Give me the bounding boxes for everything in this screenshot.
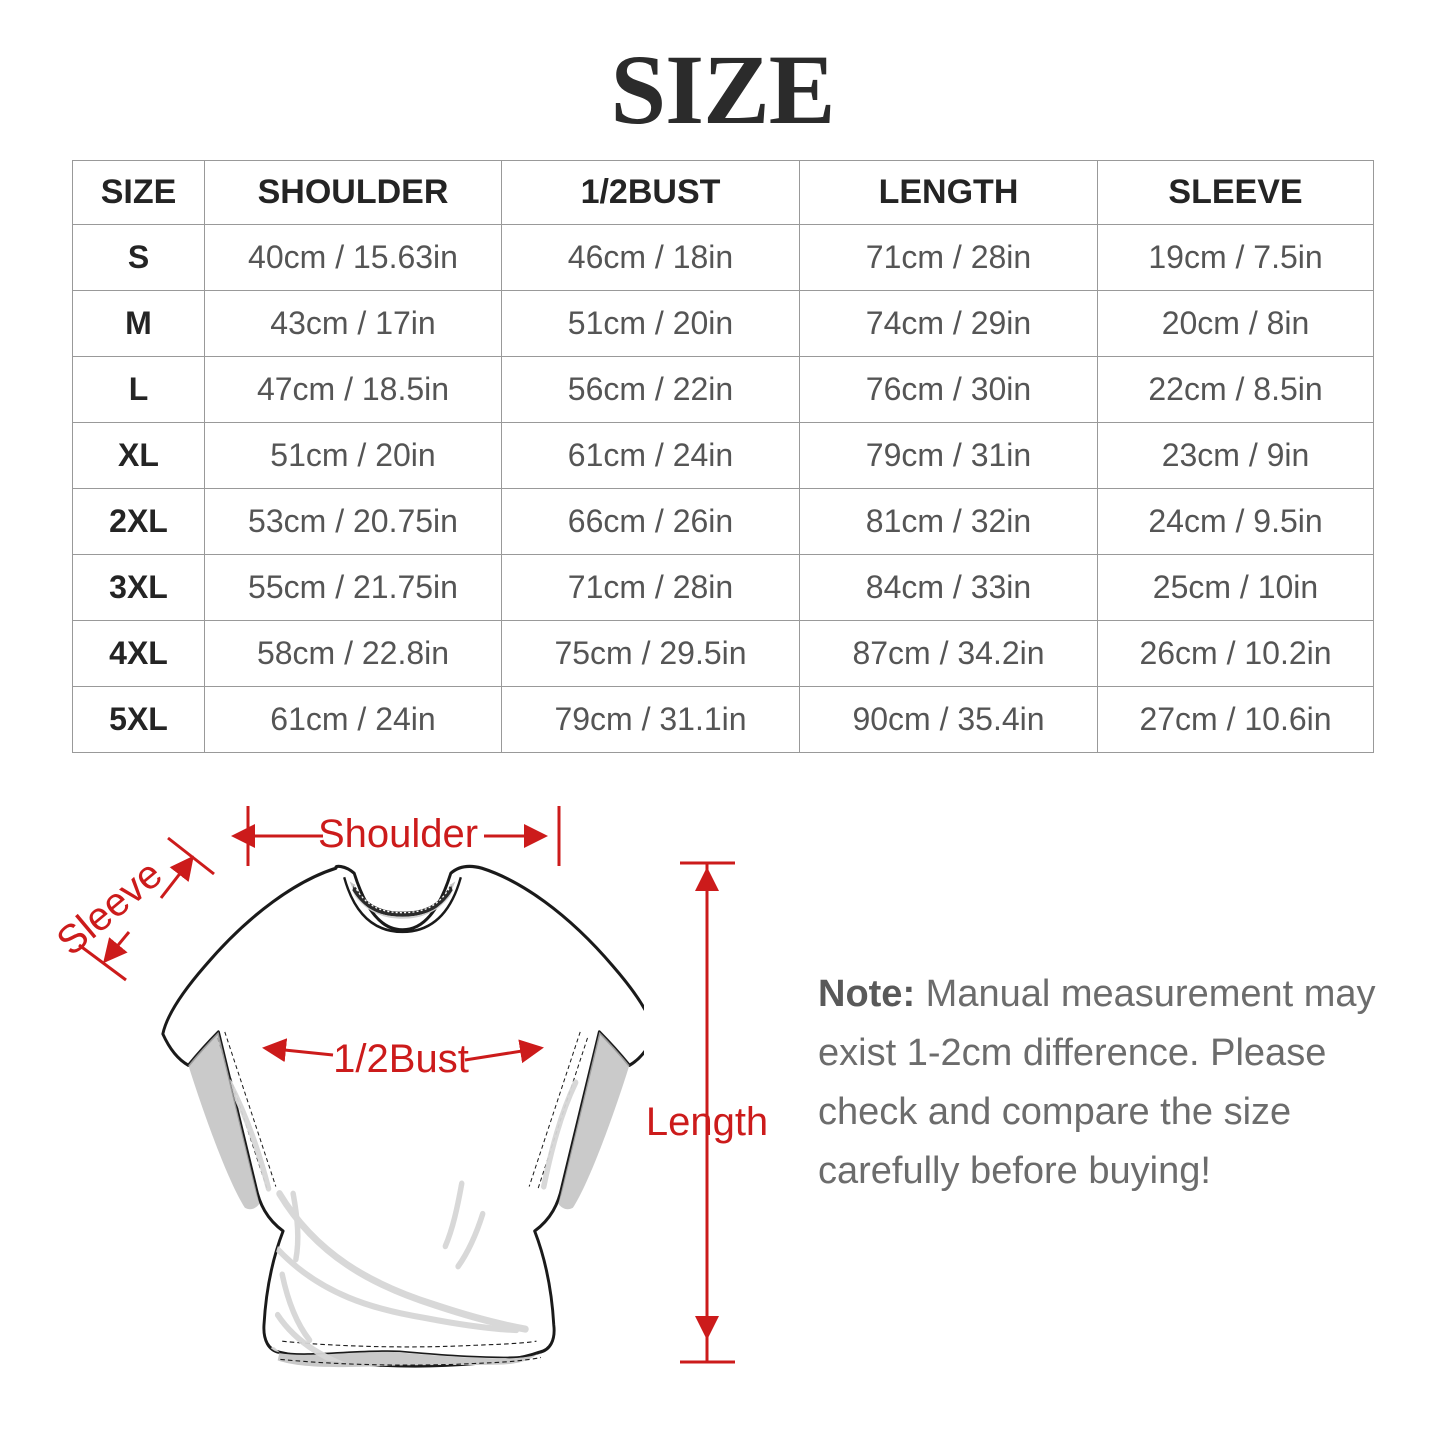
svg-text:Sleeve: Sleeve <box>49 852 171 964</box>
svg-text:Length: Length <box>646 1100 768 1144</box>
